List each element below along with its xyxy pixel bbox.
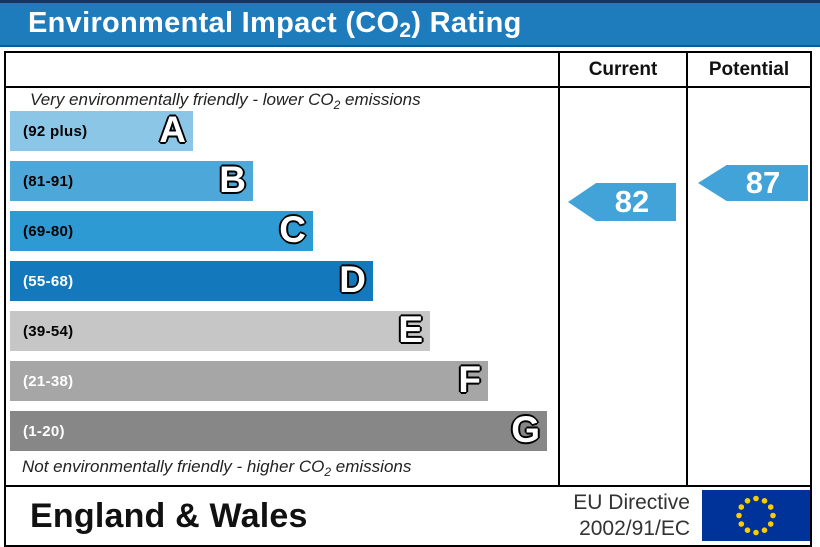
page-title-text-end: ) Rating	[411, 7, 522, 39]
page-title-subscript: 2	[399, 19, 412, 42]
band-letter: B	[219, 159, 246, 200]
potential-column-header: Potential	[688, 53, 810, 88]
band-row-d: (55-68) D	[10, 259, 373, 301]
current-rating-value: 82	[614, 184, 650, 219]
column-divider	[558, 53, 560, 485]
top-note-text-end: emissions	[340, 90, 421, 109]
bottom-note-text-end: emissions	[331, 457, 412, 476]
current-column-header: Current	[560, 53, 686, 88]
band-letter: D	[339, 259, 366, 300]
band-range-label: (69-80)	[23, 222, 74, 240]
rating-bands: (92 plus) A (81-91) B (69-80) C (55-68) D (39-54…	[10, 109, 547, 461]
title-bar: Environmental Impact (CO2) Rating	[0, 0, 820, 47]
footer: England & Wales EU Directive 2002/91/EC	[6, 487, 810, 545]
band-row-a: (92 plus) A	[10, 109, 193, 151]
current-column: Current 82	[560, 53, 686, 485]
band-letter: G	[511, 409, 540, 450]
band-range-label: (21-38)	[23, 372, 74, 390]
eu-directive-line1: EU Directive	[573, 491, 690, 514]
eu-directive-line2: 2002/91/EC	[579, 517, 690, 540]
eu-flag	[702, 490, 810, 541]
potential-rating-arrow: 87	[698, 165, 808, 201]
rating-table: Very environmentally friendly - lower CO…	[4, 51, 812, 547]
potential-rating-value: 87	[745, 165, 781, 200]
band-letter: E	[398, 309, 423, 350]
bottom-note-text: Not environmentally friendly - higher CO	[22, 457, 325, 476]
eu-directive-label: EU Directive 2002/91/EC	[573, 490, 690, 542]
band-row-b: (81-91) B	[10, 159, 253, 201]
top-note-subscript: 2	[333, 98, 341, 112]
band-row-f: (21-38) F	[10, 359, 488, 401]
page-title-text: Environmental Impact (CO	[28, 7, 400, 39]
chart-column-header	[6, 53, 558, 88]
band-range-label: (39-54)	[23, 322, 74, 340]
band-range-label: (92 plus)	[23, 122, 88, 140]
column-divider	[686, 53, 688, 485]
top-note: Very environmentally friendly - lower CO…	[30, 90, 421, 112]
footer-divider	[6, 485, 810, 487]
potential-column-body: 87	[688, 88, 810, 485]
bottom-note: Not environmentally friendly - higher CO…	[22, 457, 412, 479]
chart-body: Very environmentally friendly - lower CO…	[6, 88, 558, 485]
top-note-text: Very environmentally friendly - lower CO	[30, 90, 334, 109]
current-column-body: 82	[560, 88, 686, 485]
current-rating-arrow: 82	[568, 183, 676, 221]
band-row-e: (39-54) E	[10, 309, 430, 351]
band-letter: C	[279, 209, 306, 250]
page-title: Environmental Impact (CO2) Rating	[28, 7, 522, 42]
band-row-c: (69-80) C	[10, 209, 313, 251]
region-label: England & Wales	[30, 496, 308, 535]
band-letter: F	[458, 359, 481, 400]
potential-column: Potential 87	[688, 53, 810, 485]
band-row-g: (1-20) G	[10, 409, 547, 451]
band-range-label: (1-20)	[23, 422, 65, 440]
band-range-label: (55-68)	[23, 272, 74, 290]
bottom-note-subscript: 2	[324, 465, 332, 479]
band-range-label: (81-91)	[23, 172, 74, 190]
chart-column: Very environmentally friendly - lower CO…	[6, 53, 558, 485]
band-letter: A	[159, 109, 186, 150]
